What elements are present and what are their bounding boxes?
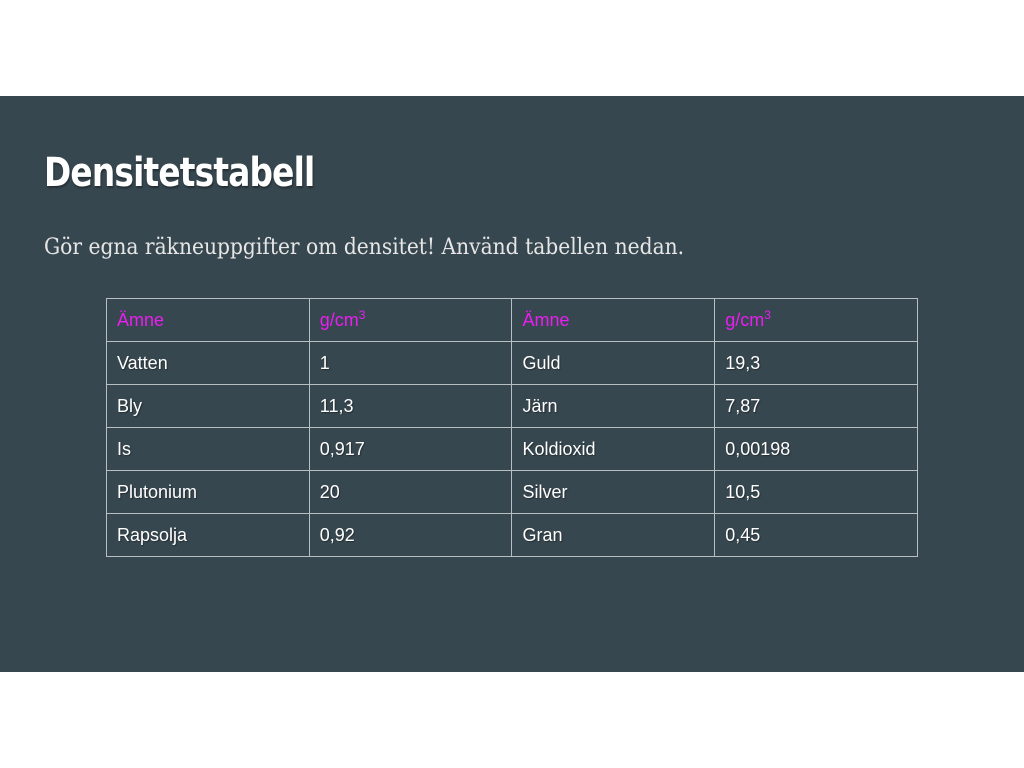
header-substance: Ämne [511, 298, 716, 342]
density-table: Ämne g/cm3 Ämne g/cm3 Vatten 1 Guld 19,3… [106, 298, 918, 557]
table-cell: 7,87 [714, 384, 918, 428]
table-row: Plutonium 20 Silver 10,5 [106, 470, 918, 514]
table-cell: Silver [511, 470, 716, 514]
table-cell: Guld [511, 341, 716, 385]
slide-title: Densitetstabell [44, 150, 315, 196]
slide: Densitetstabell Gör egna räkneuppgifter … [0, 96, 1024, 672]
table-row: Is 0,917 Koldioxid 0,00198 [106, 427, 918, 471]
table-cell: 0,917 [308, 427, 513, 471]
header-density-unit: g/cm3 [308, 298, 513, 342]
table-cell: Rapsolja [106, 513, 310, 557]
table-cell: 10,5 [714, 470, 918, 514]
table-cell: 0,00198 [714, 427, 918, 471]
header-density-unit: g/cm3 [714, 298, 918, 342]
table-row: Rapsolja 0,92 Gran 0,45 [106, 513, 918, 557]
table-cell: Koldioxid [511, 427, 716, 471]
table-header-row: Ämne g/cm3 Ämne g/cm3 [106, 298, 918, 342]
table-cell: Plutonium [106, 470, 310, 514]
table-cell: Bly [106, 384, 310, 428]
table-cell: Gran [511, 513, 716, 557]
table-row: Vatten 1 Guld 19,3 [106, 341, 918, 385]
table-cell: 1 [308, 341, 513, 385]
table-cell: 19,3 [714, 341, 918, 385]
table-cell: Järn [511, 384, 716, 428]
table-cell: Vatten [106, 341, 310, 385]
table-cell: 11,3 [308, 384, 513, 428]
table-cell: 20 [308, 470, 513, 514]
table-cell: Is [106, 427, 310, 471]
slide-subtitle: Gör egna räkneuppgifter om densitet! Anv… [44, 235, 685, 260]
header-substance: Ämne [106, 298, 310, 342]
table-row: Bly 11,3 Järn 7,87 [106, 384, 918, 428]
table-cell: 0,45 [714, 513, 918, 557]
table-cell: 0,92 [308, 513, 513, 557]
